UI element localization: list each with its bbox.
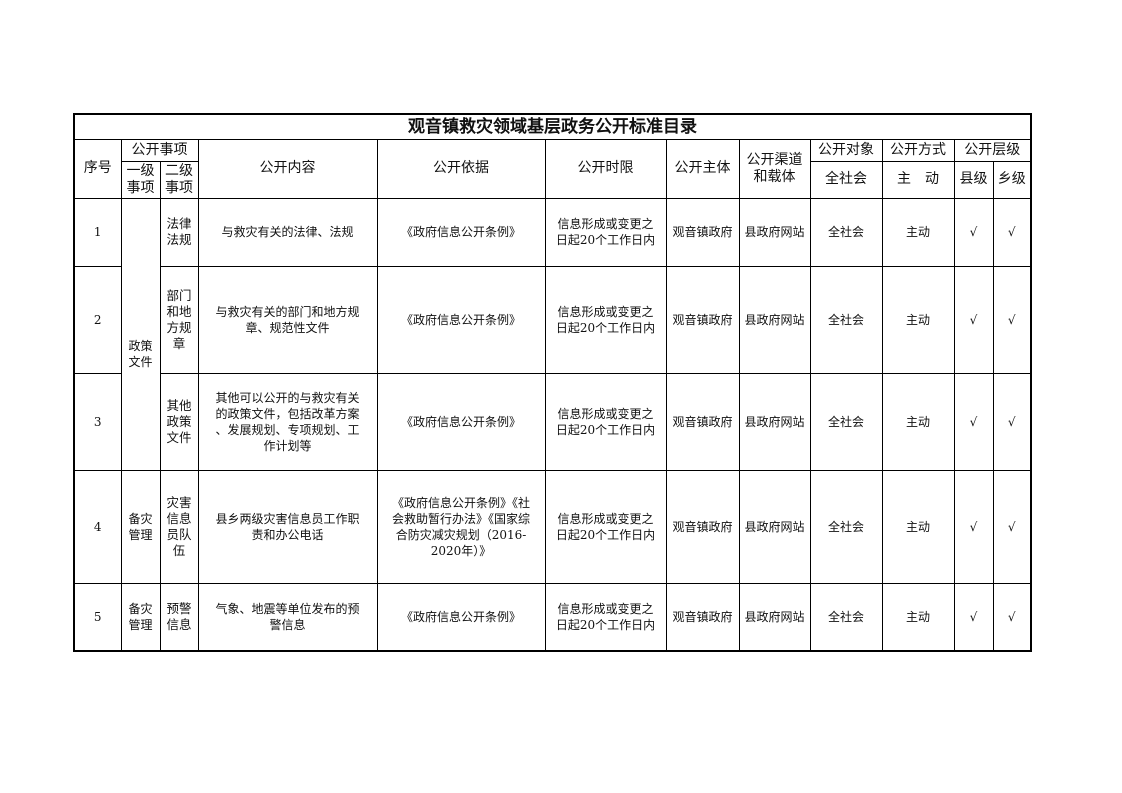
header-basis: 公开依据 <box>376 138 546 199</box>
cell-township: √ <box>992 469 1032 584</box>
cell-subject: 观音镇政府 <box>665 372 740 471</box>
header-method-group: 公开方式 <box>881 138 955 162</box>
header-seq: 序号 <box>73 138 122 199</box>
cell-level2: 其他政策文件 <box>159 372 199 471</box>
cell-content: 县乡两级灾害信息员工作职 责和办公电话 <box>197 469 378 584</box>
cell-channel: 县政府网站 <box>738 582 811 652</box>
cell-basis: 《政府信息公开条例》 <box>376 372 546 471</box>
cell-content: 其他可以公开的与救灾有关 的政策文件，包括改革方案 、发展规划、专项规划、工 作… <box>197 372 378 471</box>
cell-channel: 县政府网站 <box>738 372 811 471</box>
cell-time: 信息形成或变更之 日起20个工作日内 <box>544 197 667 267</box>
table-row: 4 备灾 管理 灾害信息员队伍 县乡两级灾害信息员工作职 责和办公电话 《政府信… <box>73 469 1032 584</box>
cell-township: √ <box>992 265 1032 374</box>
cell-township: √ <box>992 372 1032 471</box>
disclosure-catalog-table: 观音镇救灾领域基层政务公开标准目录 序号 公开事项 公开内容 公开依据 公开时限… <box>73 113 1032 652</box>
table-row: 3 其他政策文件 其他可以公开的与救灾有关 的政策文件，包括改革方案 、发展规划… <box>73 372 1032 471</box>
cell-method: 主动 <box>881 582 955 652</box>
cell-basis: 《政府信息公开条例》 <box>376 265 546 374</box>
header-time-limit: 公开时限 <box>544 138 667 199</box>
header-level2: 二级 事项 <box>159 160 199 199</box>
cell-level1: 备灾 管理 <box>120 469 161 584</box>
cell-level1-policy: 政策 文件 <box>120 197 161 471</box>
cell-method: 主动 <box>881 469 955 584</box>
cell-subject: 观音镇政府 <box>665 197 740 267</box>
cell-time: 信息形成或变更之 日起20个工作日内 <box>544 372 667 471</box>
header-items-group: 公开事项 <box>120 138 199 162</box>
cell-level2: 预警信息 <box>159 582 199 652</box>
cell-level2: 灾害信息员队伍 <box>159 469 199 584</box>
cell-subject: 观音镇政府 <box>665 469 740 584</box>
cell-method: 主动 <box>881 197 955 267</box>
cell-seq: 5 <box>73 582 122 652</box>
cell-target: 全社会 <box>809 265 883 374</box>
table-row: 1 政策 文件 法律法规 与救灾有关的法律、法规 《政府信息公开条例》 信息形成… <box>73 197 1032 471</box>
cell-county: √ <box>953 265 994 374</box>
cell-county: √ <box>953 469 994 584</box>
table-row: 2 部门和地方规章 与救灾有关的部门和地方规 章、规范性文件 《政府信息公开条例… <box>73 265 1032 374</box>
cell-target: 全社会 <box>809 197 883 267</box>
cell-level2: 法律法规 <box>159 197 199 267</box>
header-content: 公开内容 <box>197 138 378 199</box>
cell-seq: 2 <box>73 265 122 374</box>
header-subject: 公开主体 <box>665 138 740 199</box>
cell-time: 信息形成或变更之 日起20个工作日内 <box>544 469 667 584</box>
cell-county: √ <box>953 197 994 267</box>
cell-channel: 县政府网站 <box>738 197 811 267</box>
cell-township: √ <box>992 197 1032 267</box>
cell-channel: 县政府网站 <box>738 265 811 374</box>
cell-level1: 备灾 管理 <box>120 582 161 652</box>
cell-content: 气象、地震等单位发布的预 警信息 <box>197 582 378 652</box>
header-target-all: 全社会 <box>809 160 883 199</box>
cell-time: 信息形成或变更之 日起20个工作日内 <box>544 265 667 374</box>
cell-level2: 部门和地方规章 <box>159 265 199 374</box>
header-channel: 公开渠道 和载体 <box>738 138 811 199</box>
header-township: 乡级 <box>992 160 1032 199</box>
cell-basis: 《政府信息公开条例》《社 会救助暂行办法》《国家综 合防灾减灾规划（2016- … <box>376 469 546 584</box>
table-row: 5 备灾 管理 预警信息 气象、地震等单位发布的预 警信息 《政府信息公开条例》… <box>73 582 1032 652</box>
cell-time: 信息形成或变更之 日起20个工作日内 <box>544 582 667 652</box>
cell-channel: 县政府网站 <box>738 469 811 584</box>
table-title: 观音镇救灾领域基层政务公开标准目录 <box>73 113 1032 140</box>
cell-target: 全社会 <box>809 582 883 652</box>
cell-basis: 《政府信息公开条例》 <box>376 582 546 652</box>
cell-target: 全社会 <box>809 469 883 584</box>
cell-method: 主动 <box>881 265 955 374</box>
cell-seq: 1 <box>73 197 122 267</box>
header-method-active: 主 动 <box>881 160 955 199</box>
cell-content: 与救灾有关的法律、法规 <box>197 197 378 267</box>
cell-target: 全社会 <box>809 372 883 471</box>
cell-basis: 《政府信息公开条例》 <box>376 197 546 267</box>
header-county: 县级 <box>953 160 994 199</box>
cell-subject: 观音镇政府 <box>665 582 740 652</box>
header-level1: 一级 事项 <box>120 160 161 199</box>
cell-subject: 观音镇政府 <box>665 265 740 374</box>
cell-seq: 3 <box>73 372 122 471</box>
cell-content: 与救灾有关的部门和地方规 章、规范性文件 <box>197 265 378 374</box>
cell-county: √ <box>953 372 994 471</box>
cell-township: √ <box>992 582 1032 652</box>
cell-seq: 4 <box>73 469 122 584</box>
cell-county: √ <box>953 582 994 652</box>
header-level-group: 公开层级 <box>953 138 1032 162</box>
cell-method: 主动 <box>881 372 955 471</box>
header-target-group: 公开对象 <box>809 138 883 162</box>
